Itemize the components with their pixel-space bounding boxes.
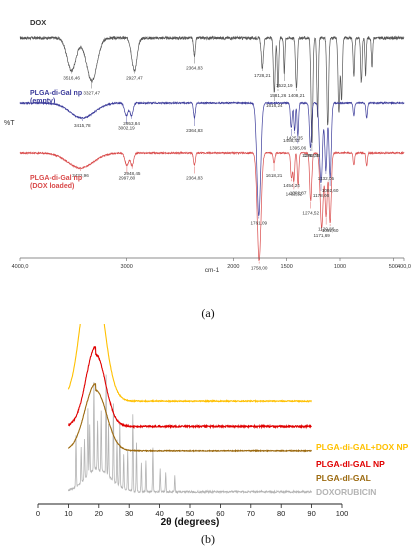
xrd-x-tick-label: 60 <box>216 509 224 518</box>
xrd-x-tick-label: 40 <box>155 509 163 518</box>
xrd-x-tick-label: 0 <box>36 509 40 518</box>
ftir-series-name-loaded-line2: (DOX loaded) <box>30 183 74 190</box>
xrd-label-gal-np: PLGA-dl-GAL NP <box>316 459 385 469</box>
xrd-x-ticks: 0 10 20 30 40 50 60 70 80 90 100 <box>36 504 348 518</box>
ftir-peak-label: 2927,47 <box>126 76 143 81</box>
ftir-series-name-empty: PLGA-di-Gal np (empty) <box>30 90 84 105</box>
ftir-peak-label: 2364,83 <box>186 128 203 133</box>
xrd-pattern-chart: 0 10 20 30 40 50 60 70 80 90 100 2θ (degrees) PLGA… <box>36 324 409 528</box>
xrd-x-tick-label: 70 <box>247 509 255 518</box>
xrd-label-dox-np: PLGA-di-GAL+DOX NP <box>316 442 409 452</box>
ftir-peak-label: 3415,78 <box>74 123 91 128</box>
panel-label-b: (b) <box>201 532 215 546</box>
ftir-x-tick-label: 1500 <box>281 264 293 270</box>
ftir-series-names: DOX PLGA-di-Gal np (empty) PLGA-di-Gal n… <box>30 18 84 190</box>
ftir-x-tick-label: 4000,0 <box>12 264 29 270</box>
ftir-peak-label: 1761,09 <box>251 221 268 226</box>
xrd-label-gal: PLGA-dl-GAL <box>316 473 371 483</box>
xrd-x-tick-label: 50 <box>186 509 194 518</box>
ftir-peak-label: 1171,69 <box>314 233 331 238</box>
ftir-peak-label: 1392,87 <box>290 191 307 196</box>
ftir-peak-label: 1581,26 <box>270 93 287 98</box>
xrd-x-tick-label: 100 <box>336 509 349 518</box>
xrd-x-tick-label: 10 <box>64 509 72 518</box>
ftir-x-tick-label: 400,0 <box>397 264 411 270</box>
xrd-plot-area <box>67 324 312 495</box>
ftir-peak-label: 1395,06 <box>290 146 307 151</box>
xrd-x-tick-label: 80 <box>277 509 285 518</box>
ftir-peak-label: 1408,21 <box>288 93 305 98</box>
ftir-peak-label: 1274,52 <box>302 211 319 216</box>
ftir-peak-label: 2953,84 <box>123 121 140 126</box>
ftir-peak-label: 1728,21 <box>254 73 271 78</box>
ftir-x-tick-label: 500 <box>389 264 398 270</box>
ftir-x-tick-label: 2000 <box>227 264 239 270</box>
ftir-peak-label: 3002,19 <box>118 126 135 131</box>
ftir-peak-label: 1276,71 <box>302 153 319 158</box>
ftir-series-name-loaded-line1: PLGA-di-Gal np <box>30 175 82 182</box>
ftir-peak-label: 1178,06 <box>313 193 330 198</box>
ftir-peak-label: 2948,45 <box>124 171 141 176</box>
ftir-peak-label: 1129,86 <box>318 227 335 232</box>
xrd-series-line-doxorubicin <box>68 374 312 495</box>
ftir-peak-labels: 3516,46 3327,47 2927,47 2364,83 1728,21 1616,… <box>63 56 339 271</box>
ftir-peak-label: 1618,21 <box>266 173 283 178</box>
ftir-peak-label: 1616,24 <box>266 103 283 108</box>
ftir-series-name-empty-line2: (empty) <box>30 98 55 105</box>
ftir-peak-label: 2364,83 <box>186 176 203 181</box>
xrd-series-line-plga-di-gal-dox-np <box>67 324 312 404</box>
ftir-series-line-plga-di-gal-np-dox-loaded <box>19 150 405 262</box>
xrd-label-doxorubicin: DOXORUBICIN <box>316 487 376 497</box>
ftir-plot-area <box>19 35 405 262</box>
ftir-peak-label: 1092,60 <box>322 188 339 193</box>
xrd-x-tick-label: 90 <box>307 509 315 518</box>
ftir-peak-label: 3432,96 <box>72 173 89 178</box>
ftir-peak-label: 1522,19 <box>276 83 293 88</box>
ftir-x-axis-label: cm-1 <box>205 267 220 274</box>
ftir-peak-label: 1132,05 <box>318 176 335 181</box>
xrd-x-tick-label: 30 <box>125 509 133 518</box>
ftir-peak-label: 1454,24 <box>283 183 300 188</box>
ftir-peak-label: 1263,28 <box>304 153 321 158</box>
ftir-peak-label: 1456,43 <box>283 138 300 143</box>
ftir-x-tick-label: 3000 <box>121 264 133 270</box>
ftir-series-line-dox <box>19 35 405 144</box>
xrd-series-line-plga-dl-gal-np <box>68 345 312 430</box>
xrd-x-axis-label: 2θ (degrees) <box>161 517 220 528</box>
ftir-x-tick-label: 1000 <box>334 264 346 270</box>
ftir-y-axis-label: %T <box>4 120 15 127</box>
ftir-series-name-loaded: PLGA-di-Gal np (DOX loaded) <box>30 175 84 190</box>
xrd-series-line-plga-dl-gal <box>67 382 312 453</box>
panel-label-a: (a) <box>201 306 215 320</box>
ftir-series-name-empty-line1: PLGA-di-Gal np <box>30 90 82 97</box>
ftir-x-ticks: 4000,0 3000 2000 1500 1000 500 400,0 <box>12 258 411 270</box>
xrd-inline-legend: PLGA-di-GAL+DOX NP PLGA-dl-GAL NP PLGA-d… <box>316 442 409 497</box>
ftir-peak-label: 2997,80 <box>119 176 136 181</box>
ftir-peak-label: 1092,60 <box>322 228 339 233</box>
ftir-series-name-dox: DOX <box>30 18 46 27</box>
xrd-x-tick-label: 20 <box>95 509 103 518</box>
ftir-peak-label: 3516,46 <box>63 76 80 81</box>
ftir-series-line-plga-di-gal-np-empty <box>19 100 405 217</box>
ftir-peak-label: 3327,47 <box>83 91 100 96</box>
ftir-peak-label: 1758,00 <box>251 266 268 271</box>
ftir-spectrum-chart: 3516,46 3327,47 2927,47 2364,83 1728,21 1616,… <box>4 18 411 274</box>
ftir-peak-label: 2364,83 <box>186 66 203 71</box>
ftir-peak-label: 1432,32 <box>286 191 303 196</box>
ftir-peak-label: 1425,35 <box>286 136 303 141</box>
